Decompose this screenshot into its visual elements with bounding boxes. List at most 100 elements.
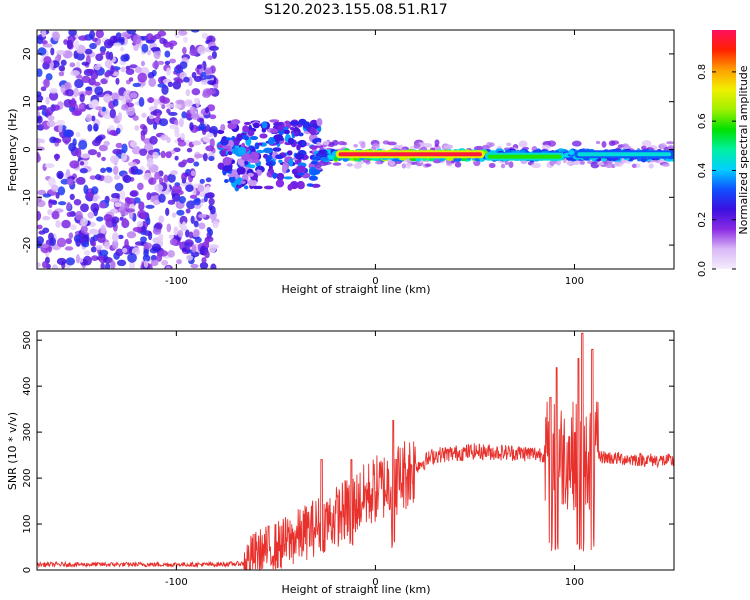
noise-blob [161,104,166,110]
noise-blob [89,30,96,40]
noise-blob [104,262,111,269]
noise-blob [183,76,190,83]
noise-blob [158,193,166,203]
halo-blob [547,140,556,147]
noise-blob [69,160,80,169]
noise-blob [37,36,43,45]
noise-blob [117,234,124,240]
noise-blob [189,122,194,131]
noise-blob [153,33,162,40]
signal-blob [222,164,233,172]
signal-blob [247,129,255,137]
noise-blob [69,224,77,231]
y-tick-label: 0 [22,146,33,152]
band-blob [563,152,571,158]
noise-blob [193,75,203,82]
noise-blob [208,204,213,211]
noise-blob [167,81,173,88]
signal-blob [237,146,247,156]
noise-blob [191,71,197,79]
noise-blob [194,197,201,206]
noise-blob [174,103,182,109]
noise-blob [113,175,121,180]
halo-blob [595,140,601,145]
signal-blob [263,147,273,154]
noise-blob [213,84,219,89]
halo-blob [316,141,322,147]
noise-blob [96,233,106,243]
noise-blob [146,192,152,201]
noise-blob [158,250,169,257]
noise-blob [165,207,170,217]
signal-blob [243,121,252,126]
halo-blob [353,163,362,169]
noise-blob [205,88,216,95]
noise-blob [63,39,68,45]
noise-blob [104,71,111,78]
noise-blob [137,182,144,191]
noise-blob [105,51,111,60]
halo-blob [549,160,555,166]
signal-blob [316,118,323,127]
signal-blob [296,165,307,174]
signal-blob [283,126,289,131]
noise-blob [130,140,138,148]
band-blob [519,149,526,154]
noise-blob [190,170,196,177]
signal-blob [259,133,268,139]
noise-blob [142,125,148,135]
noise-blob [165,265,171,269]
noise-blob [95,174,102,181]
halo-blob [601,140,607,148]
signal-blob [278,159,283,163]
noise-blob [55,192,60,199]
y-tick-label: 500 [22,331,33,350]
noise-blob [63,129,73,138]
noise-blob [96,151,101,158]
noise-blob [57,186,66,196]
signal-blob [249,151,260,161]
noise-blob [87,124,93,132]
halo-blob [556,159,562,166]
noise-blob [81,241,90,248]
noise-blob [137,72,148,83]
y-tick-label: -10 [22,189,33,205]
noise-blob [133,197,141,204]
noise-blob [38,230,46,235]
halo-blob [504,161,509,165]
noise-blob [175,99,185,105]
signal-blob [265,154,271,164]
noise-blob [46,120,56,128]
noise-blob [191,88,201,96]
noise-blob [58,124,63,133]
halo-blob [346,163,353,167]
noise-blob [87,211,95,219]
noise-blob [83,184,89,195]
colorbar-tick-label: 0.2 [697,212,708,228]
signal-blob [272,147,282,152]
signal-blob [298,132,304,137]
noise-blob [65,169,71,177]
noise-blob [171,192,181,202]
noise-blob [169,124,178,129]
noise-blob [95,53,104,62]
snr-peak-point [577,357,580,360]
halo-blob [571,140,582,147]
snr-peak-point [549,397,552,399]
noise-blob [160,134,169,141]
noise-blob [194,237,202,244]
halo-blob [443,144,454,149]
spectrogram-marks [37,30,674,269]
noise-blob [131,145,141,155]
noise-blob [37,224,43,230]
noise-blob [115,77,120,85]
noise-blob [134,66,142,74]
noise-blob [125,106,136,117]
x-tick-label: -100 [165,577,188,588]
noise-blob [78,35,88,41]
signal-blob [296,180,305,190]
signal-blob [258,166,264,171]
noise-blob [170,170,178,176]
signal-blob [257,142,263,146]
